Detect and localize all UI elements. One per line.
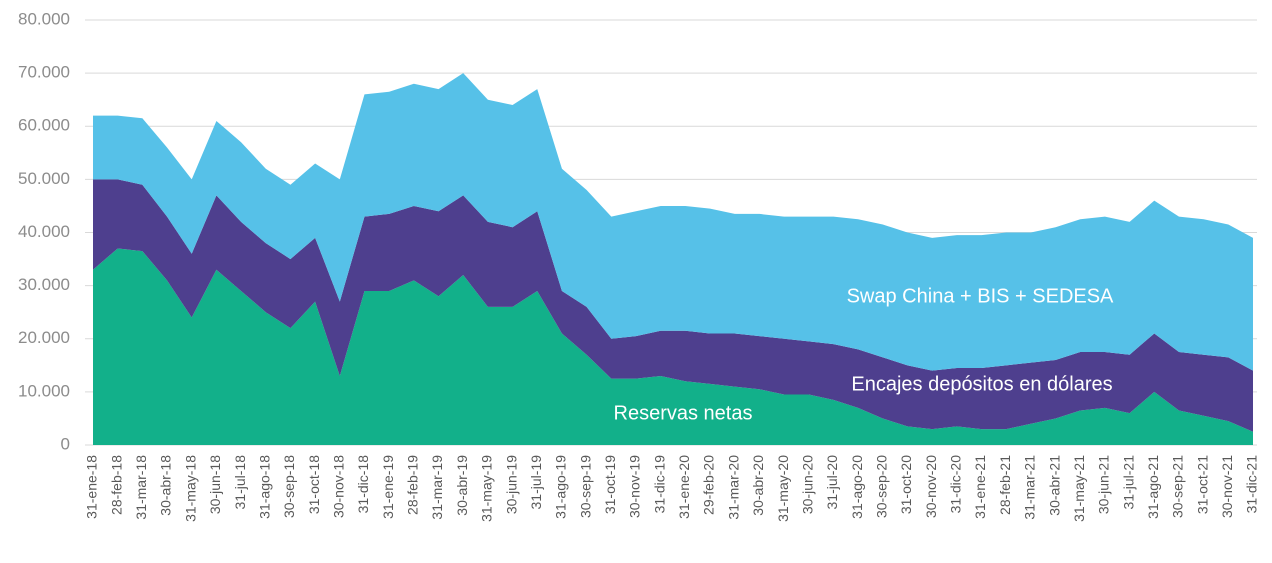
series-label: Encajes depósitos en dólares (851, 373, 1112, 395)
x-tick-label: 31-mar-20 (725, 455, 741, 520)
x-tick-label: 29-feb-20 (701, 455, 717, 515)
x-tick-label: 31-dic-19 (651, 455, 667, 514)
x-tick-label: 28-feb-18 (108, 455, 124, 515)
x-tick-label: 30-sep-18 (281, 455, 297, 518)
x-tick-label: 31-ago-19 (553, 455, 569, 519)
x-tick-label: 31-dic-21 (1244, 455, 1260, 514)
x-tick-label: 31-jul-21 (1120, 455, 1136, 510)
x-tick-label: 30-sep-19 (577, 455, 593, 518)
x-tick-label: 31-ago-21 (1145, 455, 1161, 519)
x-tick-label: 31-jul-20 (824, 455, 840, 510)
y-tick-label: 50.000 (18, 169, 70, 188)
x-tick-label: 30-abr-20 (750, 455, 766, 516)
x-tick-label: 31-oct-18 (306, 455, 322, 514)
y-tick-label: 20.000 (18, 328, 70, 347)
x-tick-label: 31-may-20 (775, 455, 791, 522)
x-tick-label: 31-ene-19 (380, 455, 396, 519)
x-tick-label: 30-jun-20 (799, 455, 815, 514)
x-tick-label: 31-ene-20 (676, 455, 692, 519)
x-tick-label: 30-sep-21 (1170, 455, 1186, 518)
y-tick-label: 60.000 (18, 116, 70, 135)
y-tick-label: 10.000 (18, 381, 70, 400)
x-tick-label: 31-may-21 (1071, 455, 1087, 522)
x-tick-label: 31-jul-19 (528, 455, 544, 510)
x-tick-label: 31-oct-21 (1194, 455, 1210, 514)
series-label: Swap China + BIS + SEDESA (847, 285, 1114, 307)
x-tick-label: 31-ene-18 (84, 455, 100, 519)
x-tick-label: 30-nov-19 (627, 455, 643, 518)
x-tick-label: 31-ago-20 (849, 455, 865, 519)
x-tick-label: 31-may-19 (479, 455, 495, 522)
area (93, 73, 1253, 371)
x-tick-label: 31-may-18 (182, 455, 198, 522)
x-tick-label: 30-abr-21 (1046, 455, 1062, 516)
area (93, 179, 1253, 432)
y-tick-label: 30.000 (18, 275, 70, 294)
x-tick-label: 31-dic-20 (948, 455, 964, 514)
y-tick-label: 80.000 (18, 9, 70, 28)
x-tick-label: 31-ene-21 (972, 455, 988, 519)
x-tick-label: 28-feb-19 (405, 455, 421, 515)
x-tick-label: 30-nov-21 (1219, 455, 1235, 518)
y-tick-label: 0 (61, 434, 70, 453)
area (93, 248, 1253, 445)
x-tick-label: 31-mar-19 (429, 455, 445, 520)
x-tick-label: 31-oct-19 (602, 455, 618, 514)
y-tick-label: 40.000 (18, 222, 70, 241)
x-tick-label: 30-abr-18 (158, 455, 174, 516)
x-tick-label: 30-jun-18 (207, 455, 223, 514)
x-tick-label: 31-mar-21 (1022, 455, 1038, 520)
x-tick-label: 30-nov-20 (923, 455, 939, 518)
x-tick-label: 31-oct-20 (898, 455, 914, 514)
y-tick-label: 70.000 (18, 63, 70, 82)
x-tick-label: 31-mar-18 (133, 455, 149, 520)
x-tick-label: 31-dic-18 (355, 455, 371, 514)
x-tick-label: 31-ago-18 (256, 455, 272, 519)
x-tick-label: 30-jun-19 (503, 455, 519, 514)
x-tick-label: 28-feb-21 (997, 455, 1013, 515)
x-tick-label: 31-jul-18 (232, 455, 248, 510)
x-tick-label: 30-sep-20 (873, 455, 889, 518)
x-tick-label: 30-nov-18 (331, 455, 347, 518)
x-tick-label: 30-abr-19 (454, 455, 470, 516)
series-label: Reservas netas (614, 402, 753, 424)
x-tick-label: 30-jun-21 (1096, 455, 1112, 514)
